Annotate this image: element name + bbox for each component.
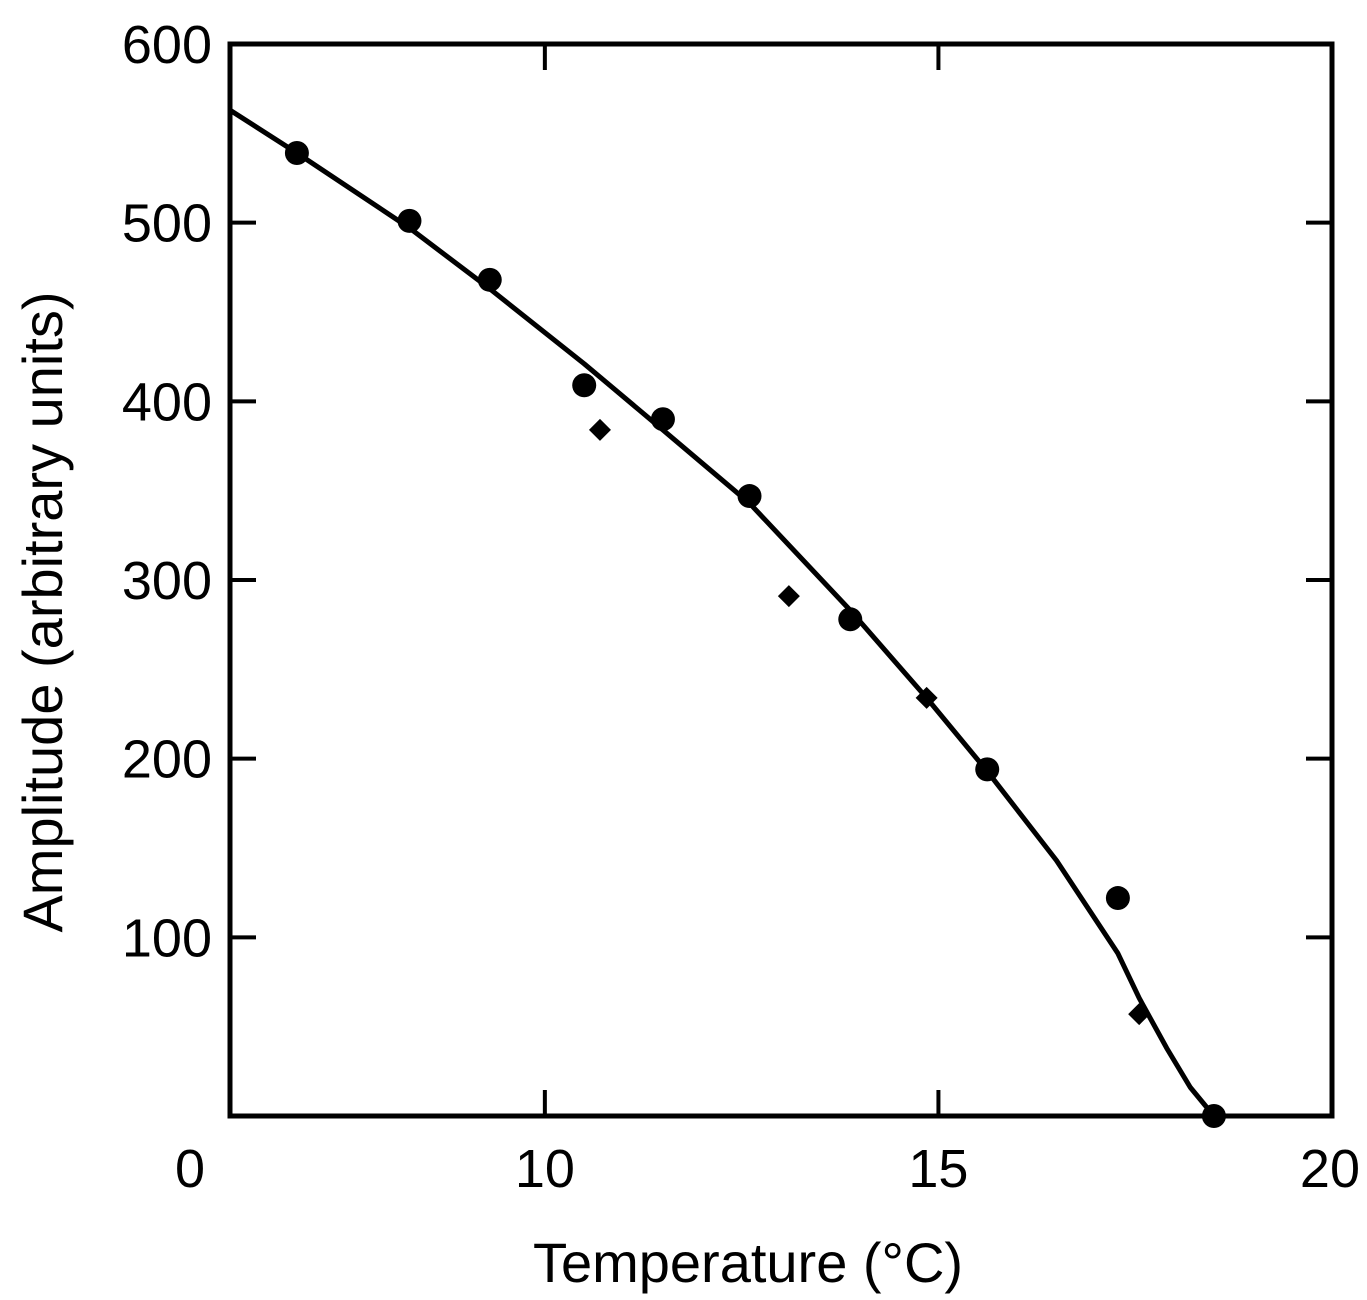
diamond-point — [588, 418, 611, 441]
y-tick-label: 100 — [122, 908, 212, 968]
circle-point — [650, 407, 675, 432]
circle-point — [1105, 886, 1130, 911]
circle-point — [284, 140, 309, 165]
diamond-point — [1128, 1003, 1151, 1026]
plot-frame — [227, 41, 1335, 1119]
y-tick-label: 500 — [122, 194, 212, 254]
circle-point — [572, 373, 597, 398]
x-tick-label: 20 — [1300, 1139, 1360, 1199]
circle-point — [975, 757, 1000, 782]
y-tick-label: 600 — [122, 15, 212, 75]
data-points — [284, 140, 1226, 1128]
circle-point — [737, 484, 762, 509]
diamond-point — [915, 686, 938, 709]
y-tick-label: 300 — [122, 551, 212, 611]
y-tick-label: 400 — [122, 372, 212, 432]
axis-ticks — [230, 42, 1334, 1116]
y-tick-label: 200 — [122, 730, 212, 790]
circle-point — [397, 208, 422, 233]
x-tick-label: 10 — [515, 1139, 575, 1199]
y-axis-title: Amplitude (arbitrary units) — [11, 291, 74, 932]
x-axis-title: Temperature (°C) — [533, 1231, 963, 1294]
circle-point — [1201, 1104, 1226, 1128]
x-origin-label: 0 — [175, 1139, 205, 1199]
circle-point — [477, 267, 502, 292]
fit-curve — [228, 107, 1216, 1118]
x-tick-label: 15 — [908, 1139, 968, 1199]
diamond-point — [777, 585, 800, 608]
circle-point — [838, 607, 863, 632]
